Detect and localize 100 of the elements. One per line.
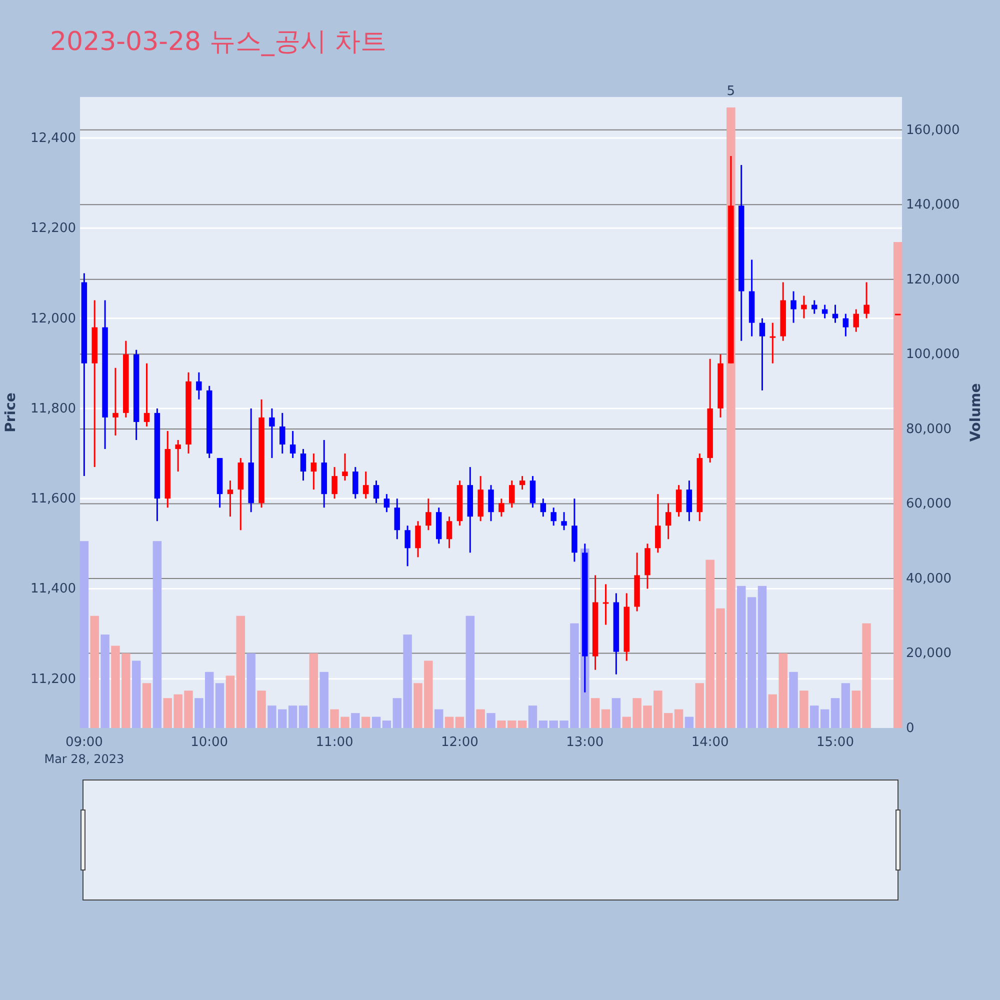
bar	[226, 676, 235, 728]
candlestick	[665, 502, 672, 540]
bar	[612, 698, 621, 728]
bar	[518, 720, 527, 728]
candlestick	[686, 480, 692, 522]
y-tick-label: 11,600	[30, 492, 76, 507]
candlestick	[519, 475, 526, 490]
y2-tick-label: 100,000	[906, 347, 960, 362]
bar	[455, 716, 464, 728]
candlestick	[384, 493, 390, 513]
bar	[674, 709, 684, 728]
candlestick	[373, 480, 380, 504]
text: Mar 28, 2023	[44, 752, 124, 766]
candlestick	[812, 300, 818, 315]
bar	[215, 683, 224, 728]
bar	[90, 616, 99, 728]
candlestick	[790, 290, 796, 324]
bar	[747, 597, 756, 728]
bar	[736, 586, 746, 728]
y-tick-label: 11,400	[30, 582, 76, 597]
bar	[444, 716, 454, 728]
candlestick	[822, 304, 828, 320]
candlestick	[227, 480, 234, 518]
bar	[590, 698, 600, 728]
candlestick	[498, 498, 504, 518]
y-tick-label: 12,400	[30, 131, 76, 146]
candlestick	[112, 367, 118, 436]
candlestick	[561, 511, 567, 531]
candlestick	[446, 516, 452, 549]
bar	[142, 683, 152, 728]
bar	[820, 709, 830, 728]
bar	[800, 690, 808, 728]
candlestick	[280, 412, 286, 454]
y-axis-title: Price	[3, 392, 19, 432]
candlestick	[550, 506, 556, 526]
candlestick	[832, 304, 838, 324]
candlestick	[196, 372, 202, 400]
y2-tick-label: 40,000	[906, 571, 952, 586]
bar	[320, 672, 328, 728]
bar	[298, 706, 308, 728]
candlestick	[540, 498, 546, 518]
bar	[684, 716, 694, 728]
y-tick-label: 11,800	[30, 401, 76, 416]
bar	[758, 586, 767, 728]
x-tick-label: 12:00	[440, 735, 478, 750]
candlestick	[655, 493, 661, 554]
bar	[830, 698, 840, 728]
bar	[351, 713, 360, 728]
bar	[372, 716, 381, 728]
bar	[841, 683, 850, 728]
bar	[80, 541, 89, 728]
bar	[288, 706, 298, 728]
candlestick	[342, 452, 348, 482]
bar	[257, 690, 266, 728]
bar	[434, 709, 444, 728]
y2-tick-label: 0	[906, 721, 914, 736]
candlestick	[530, 475, 536, 508]
y2-axis-title: Volume	[968, 383, 984, 442]
annotation: 5	[726, 84, 736, 99]
x-tick-label: 15:00	[816, 735, 854, 750]
y2-tick-label: 20,000	[906, 646, 952, 662]
candlestick	[300, 448, 306, 482]
bar	[152, 541, 162, 728]
candlestick	[842, 313, 849, 338]
candlestick	[676, 484, 682, 518]
candlestick	[310, 452, 317, 490]
bar	[361, 716, 370, 728]
y-tick-label: 11,200	[30, 672, 76, 687]
bar	[246, 653, 256, 728]
y2-tick-label: 120,000	[906, 272, 960, 288]
y2-tick-label: 60,000	[906, 496, 952, 512]
bar	[236, 616, 246, 728]
candlestick	[853, 308, 859, 333]
x-tick-label: 14:00	[691, 735, 729, 750]
candlestick	[332, 466, 338, 500]
candlestick	[426, 498, 432, 531]
candlestick	[508, 480, 515, 508]
bar	[528, 706, 538, 728]
candlestick	[759, 318, 766, 392]
y-tick-label: 12,000	[30, 311, 76, 326]
candlestick	[290, 430, 296, 459]
candlestick	[864, 281, 870, 320]
bar	[100, 634, 110, 728]
bar	[132, 660, 141, 728]
candlestick	[144, 362, 150, 428]
candlestick	[801, 295, 807, 320]
candlestick	[175, 439, 181, 472]
y2-tick-label: 80,000	[906, 422, 952, 437]
candlestick	[269, 408, 275, 459]
x-tick-label: 09:00	[65, 735, 103, 750]
x-tick-label: 10:00	[190, 735, 228, 750]
bar	[476, 709, 485, 728]
bar	[466, 616, 475, 728]
bar	[810, 706, 819, 728]
x-tick-label: 11:00	[316, 735, 354, 750]
candlestick	[352, 466, 358, 500]
x-tick-label: 13:00	[566, 735, 604, 750]
bar	[601, 709, 610, 728]
bar	[309, 653, 318, 728]
candlestick	[488, 484, 494, 522]
